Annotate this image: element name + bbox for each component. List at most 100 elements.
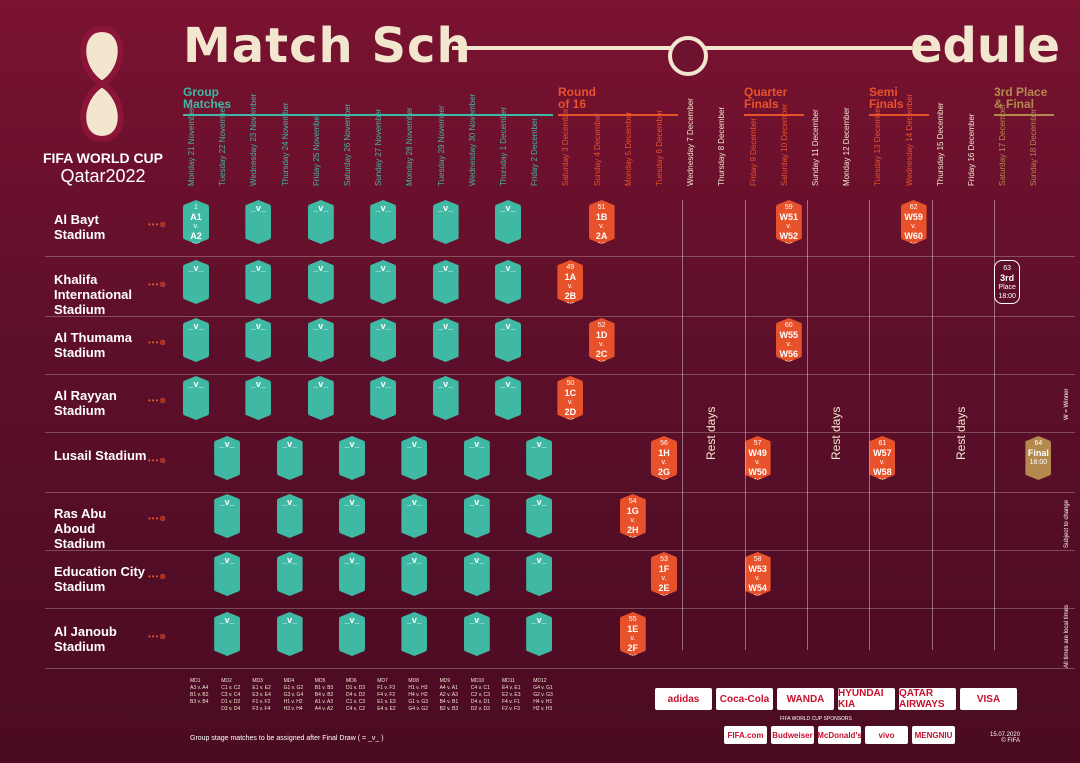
match-card[interactable]: _v_	[307, 260, 334, 304]
match-card[interactable]: _v_	[463, 612, 490, 656]
match-card-text: 22:00	[592, 242, 611, 249]
match-card[interactable]: _v_	[463, 552, 490, 596]
day-label: Wednesday 7 December	[686, 98, 696, 186]
match-card-text: _v_	[188, 321, 204, 331]
match-card[interactable]: _v_	[183, 318, 209, 362]
match-card[interactable]: _v_	[339, 436, 365, 480]
sponsor-logo: Budweiser	[771, 726, 814, 744]
match-card[interactable]: _v_	[276, 552, 303, 596]
match-card[interactable]: 63 3rd Place 18:00	[994, 260, 1021, 304]
day-label: Wednesday 14 December	[904, 93, 914, 186]
match-card[interactable]: 55 1E v. 2F 18:00	[619, 612, 646, 656]
match-card[interactable]: 60 W55 v. W56 18:00	[775, 318, 802, 362]
match-card[interactable]: _v_	[214, 436, 241, 480]
match-card[interactable]: _v_	[370, 260, 397, 304]
match-card[interactable]: _v_	[432, 200, 459, 244]
match-card-text: 53	[660, 556, 668, 563]
match-card[interactable]: _v_	[526, 494, 553, 538]
page-title-end: edule	[910, 18, 1061, 74]
match-card[interactable]: _v_	[245, 318, 272, 362]
match-card-text: v.	[786, 223, 792, 230]
phase-final-line	[994, 114, 1054, 116]
matchday-block: MD12 G4 v. G1 G2 v. G3 H4 v. H1 H2 v. H3	[533, 678, 553, 713]
match-card[interactable]: 64 Final 18:00	[1025, 436, 1052, 480]
match-card[interactable]: _v_	[526, 552, 553, 596]
match-card-text: 2B	[564, 291, 577, 301]
match-card[interactable]: _v_	[370, 376, 397, 420]
match-card[interactable]: 53 1F v. 2E 18:00	[651, 552, 677, 596]
match-card[interactable]: 59 W51 v. W52 22:00	[775, 200, 802, 244]
match-card[interactable]: _v_	[495, 200, 521, 244]
match-card-text: _v_	[406, 615, 422, 625]
match-card[interactable]: _v_	[339, 494, 365, 538]
match-card[interactable]: _v_	[214, 552, 241, 596]
match-card-text: 18:00	[655, 594, 673, 601]
match-card[interactable]: _v_	[526, 612, 553, 656]
match-card-text: 51	[597, 204, 606, 211]
match-card[interactable]: _v_	[339, 612, 365, 656]
match-card[interactable]: 61 W57 v. W58 22:00	[869, 436, 896, 480]
match-card[interactable]: _v_	[401, 436, 428, 480]
match-card[interactable]: _v_	[276, 612, 303, 656]
match-card-text: _v_	[219, 497, 235, 507]
match-card[interactable]: 57 W49 v. W50 22:00	[744, 436, 771, 480]
matchday-text: H2 v. H3	[533, 706, 553, 712]
match-card-text: _v_	[250, 321, 266, 331]
match-card[interactable]: _v_	[432, 376, 459, 420]
match-card[interactable]: _v_	[463, 436, 490, 480]
match-card[interactable]: _v_	[401, 494, 428, 538]
match-card[interactable]: _v_	[245, 200, 272, 244]
match-card[interactable]: _v_	[307, 376, 334, 420]
match-card[interactable]: _v_	[401, 612, 428, 656]
match-card[interactable]: _v_	[276, 494, 303, 538]
day-label: Sunday 27 November	[374, 108, 384, 186]
match-card[interactable]: _v_	[307, 318, 334, 362]
match-card[interactable]: _v_	[432, 260, 459, 304]
match-card-text: 50	[566, 380, 575, 387]
match-card-text: _v_	[282, 615, 298, 625]
match-card[interactable]: _v_	[370, 318, 397, 362]
match-card[interactable]: _v_	[339, 552, 365, 596]
matchday-text: B3 v. B4	[190, 699, 209, 705]
match-card[interactable]: _v_	[183, 260, 209, 304]
stadium-label: Ras Abu Aboud Stadium	[54, 506, 107, 551]
match-card[interactable]: _v_	[307, 200, 334, 244]
match-card[interactable]: _v_	[276, 436, 303, 480]
match-card[interactable]: _v_	[432, 318, 459, 362]
match-card[interactable]: 49 1A v. 2B 22:00	[557, 260, 584, 304]
day-label: Tuesday 29 November	[436, 105, 446, 186]
match-card[interactable]: 54 1G v. 2H 22:00	[619, 494, 646, 538]
phase-final: 3rd Place & Final	[994, 85, 1048, 111]
stadium-label: Khalifa International Stadium	[54, 272, 133, 317]
match-card[interactable]: 62 W59 v. W60 22:00	[900, 200, 927, 244]
match-card[interactable]: 56 1H v. 2G 22:00	[651, 436, 677, 480]
rest-days-label: Rest days	[829, 406, 843, 460]
match-card[interactable]: _v_	[463, 494, 490, 538]
match-card[interactable]: _v_	[183, 376, 209, 420]
match-card[interactable]: _v_	[495, 318, 521, 362]
match-card[interactable]: _v_	[245, 260, 272, 304]
match-card-text: _v_	[500, 263, 516, 273]
match-card[interactable]: 50 1C v. 2D 22:00	[557, 376, 584, 420]
match-card-text: _v_	[282, 497, 298, 507]
matchday-text: B1 v. B2	[190, 692, 209, 698]
match-card[interactable]: _v_	[245, 376, 272, 420]
matchday-text: A4 v. A2	[314, 706, 334, 712]
match-card[interactable]: 52 1D v. 2C 18:00	[588, 318, 615, 362]
match-card[interactable]: 58 W53 v. W54 18:00	[744, 552, 771, 596]
match-card[interactable]: _v_	[214, 612, 241, 656]
match-card[interactable]: _v_	[526, 436, 553, 480]
rest-divider	[807, 200, 808, 650]
match-card[interactable]: _v_	[370, 200, 397, 244]
match-card[interactable]: 51 1B v. 2A 22:00	[588, 200, 615, 244]
match-card[interactable]: _v_	[495, 376, 521, 420]
match-card-text: _v_	[500, 379, 516, 389]
match-card-text: 18:00	[780, 360, 798, 367]
match-card[interactable]: _v_	[495, 260, 521, 304]
match-card-text: _v_	[438, 263, 454, 273]
match-card[interactable]: _v_	[214, 494, 241, 538]
match-card-text: 19:00	[187, 242, 205, 249]
match-card[interactable]: 1 A1 v. A2 19:00	[183, 200, 209, 244]
world-cup-emblem-icon	[80, 25, 124, 143]
match-card[interactable]: _v_	[401, 552, 428, 596]
